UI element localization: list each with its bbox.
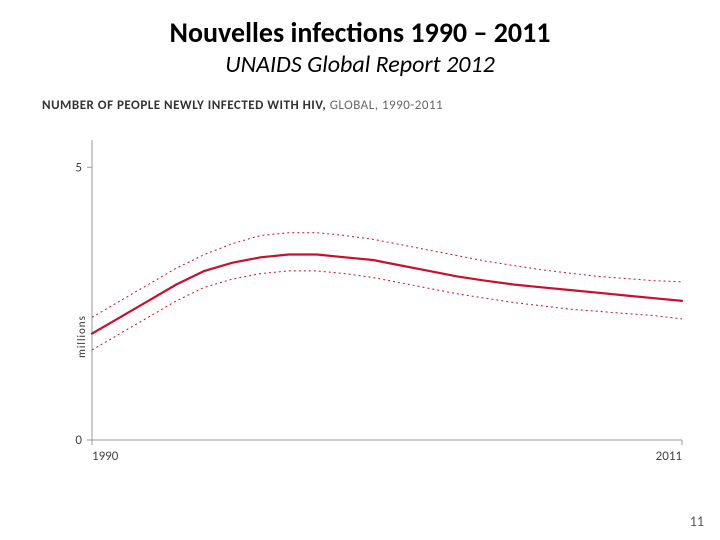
svg-text:1990: 1990 [92,449,119,464]
chart-area: millions 0 5 1990 2011 [40,120,690,470]
svg-text:0: 0 [75,433,82,448]
chart-title-bold: NUMBER OF PEOPLE NEWLY INFECTED WITH HIV… [42,98,326,113]
slide: Nouvelles infections 1990 – 2011 UNAIDS … [0,0,720,540]
svg-text:5: 5 [75,160,82,175]
page-number: 11 [690,513,704,530]
y-axis-unit: millions [75,315,88,358]
chart-title-light: GLOBAL, 1990-2011 [326,98,443,113]
chart-svg: 0 5 1990 2011 [40,120,690,470]
svg-text:2011: 2011 [656,449,682,464]
chart-title: NUMBER OF PEOPLE NEWLY INFECTED WITH HIV… [42,98,443,113]
main-title: Nouvelles infections 1990 – 2011 [0,18,720,49]
subtitle: UNAIDS Global Report 2012 [0,50,720,79]
